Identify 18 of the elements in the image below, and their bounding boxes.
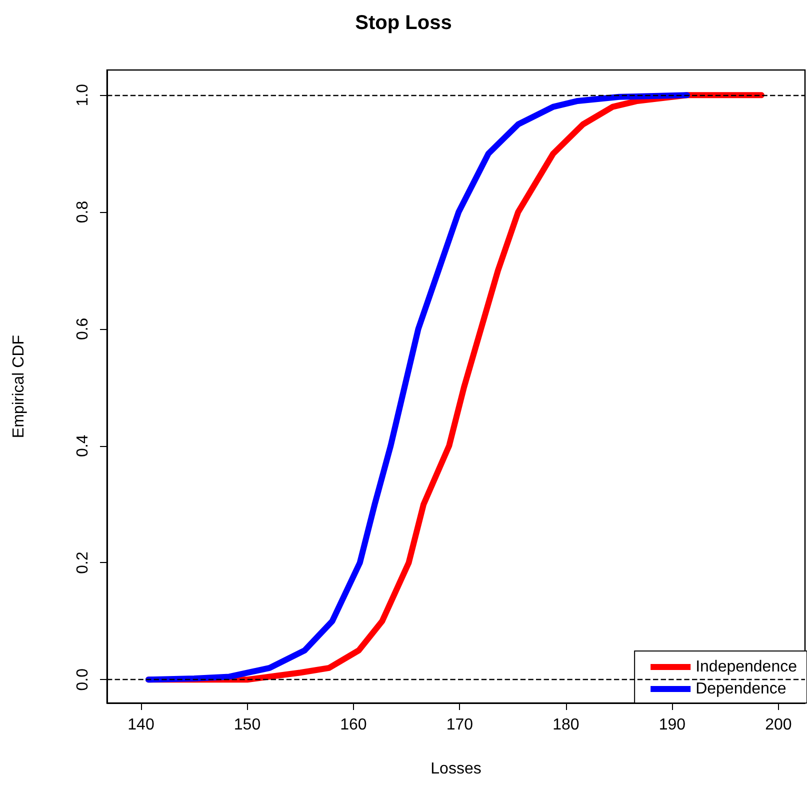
- x-tick-label: 190: [658, 716, 686, 734]
- x-tick-label: 140: [128, 716, 154, 734]
- legend-label: Dependence: [696, 680, 786, 698]
- y-tick-label: 0.8: [74, 200, 92, 224]
- x-tick-label: 200: [765, 716, 792, 734]
- y-tick-label: 0.2: [74, 552, 92, 574]
- y-tick-label: 0.4: [74, 434, 92, 457]
- x-tick-label: 150: [234, 716, 261, 734]
- x-tick-label: 180: [552, 716, 580, 734]
- y-axis-title: Empirical CDF: [10, 334, 28, 438]
- x-axis-title: Losses: [430, 760, 482, 778]
- chart-title: Stop Loss: [355, 12, 452, 34]
- legend-label: Independence: [696, 658, 798, 676]
- y-tick-label: 0.6: [74, 318, 92, 340]
- x-tick-label: 160: [340, 716, 367, 734]
- y-tick-label: 1.0: [74, 84, 92, 106]
- x-tick-label: 170: [446, 716, 474, 734]
- y-tick-label: 0.0: [74, 668, 92, 691]
